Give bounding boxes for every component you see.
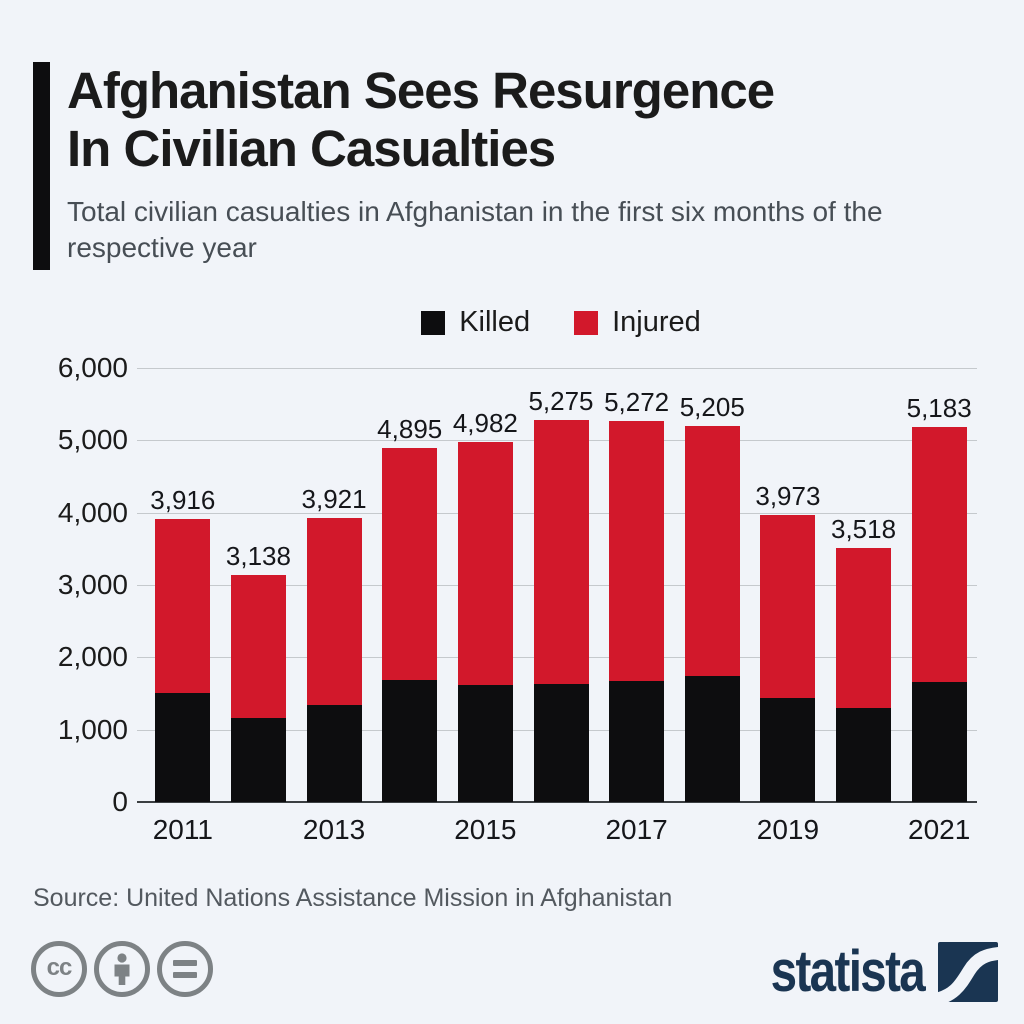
title-line-2: In Civilian Casualties: [67, 120, 556, 177]
legend-label-killed: Killed: [459, 306, 531, 338]
legend-item-injured: Injured: [574, 306, 701, 339]
header: Afghanistan Sees Resurgence In Civilian …: [33, 62, 997, 270]
bar-2012: [230, 575, 286, 802]
total-label-2015: 4,982: [452, 407, 518, 438]
total-label-2018: 5,205: [679, 391, 745, 422]
bar-2017: [609, 420, 665, 802]
y-tick-label-5000: 5,000: [57, 424, 128, 456]
chart-subtitle: Total civilian casualties in Afghanistan…: [67, 196, 883, 263]
page-title: Afghanistan Sees Resurgence In Civilian …: [67, 62, 997, 178]
total-label-2016: 5,275: [528, 386, 594, 417]
total-label-2011: 3,916: [150, 484, 216, 515]
injured-segment-2011: [155, 518, 211, 693]
total-label-2013: 3,921: [301, 484, 367, 515]
brand-wordmark: statista: [770, 939, 926, 1004]
injured-segment-2019: [760, 514, 816, 699]
y-tick-label-2000: 2,000: [57, 641, 128, 673]
x-axis-line: [137, 801, 977, 803]
killed-segment-2011: [155, 692, 211, 802]
injured-segment-2016: [533, 420, 589, 684]
total-label-2014: 4,895: [377, 413, 443, 444]
injured-segment-2017: [609, 420, 665, 681]
legend-label-injured: Injured: [612, 306, 701, 338]
attribution-person-glyph: [114, 953, 130, 985]
total-label-2020: 3,518: [830, 513, 897, 544]
cc-icon[interactable]: cc: [31, 941, 87, 997]
x-tick-label-2017: 2017: [605, 814, 668, 845]
brand-lockup[interactable]: statista: [737, 938, 998, 1005]
bar-2021: [911, 427, 967, 802]
injured-segment-2013: [306, 518, 362, 705]
source-line: Source: United Nations Assistance Missio…: [33, 884, 673, 912]
bar-2011: [155, 518, 211, 802]
title-line-1: Afghanistan Sees Resurgence: [67, 62, 775, 119]
y-tick-label-1000: 1,000: [57, 713, 128, 745]
injured-segment-2020: [836, 547, 892, 708]
killed-segment-2020: [836, 707, 892, 802]
legend-item-killed: Killed: [421, 306, 530, 339]
killed-segment-2015: [457, 685, 513, 802]
killed-segment-2016: [533, 683, 589, 802]
killed-segment-2012: [230, 718, 286, 802]
x-tick-label-2015: 2015: [454, 814, 517, 845]
x-tick-label-2021: 2021: [908, 814, 971, 845]
injured-segment-2021: [911, 427, 967, 682]
bar-2019: [760, 514, 816, 802]
bar-2015: [457, 441, 513, 802]
total-label-2021: 5,183: [906, 393, 972, 424]
bar-2013: [306, 518, 362, 802]
y-axis: 0 1,000 2,000 3,000 4,000 5,000 6,000: [0, 352, 128, 817]
injured-swatch: [574, 310, 599, 335]
killed-segment-2018: [684, 676, 740, 802]
y-tick-label-4000: 4,000: [57, 496, 128, 528]
equals-icon[interactable]: [157, 941, 213, 997]
total-label-2012: 3,138: [225, 541, 291, 572]
title-accent-bar: [33, 62, 50, 270]
gridline-6000: [137, 368, 977, 369]
bar-2020: [836, 547, 892, 802]
y-tick-label-6000: 6,000: [57, 352, 128, 383]
x-tick-label-2019: 2019: [756, 814, 820, 845]
killed-segment-2013: [306, 704, 362, 802]
x-tick-label-2011: 2011: [152, 814, 213, 845]
injured-segment-2015: [457, 441, 513, 686]
x-tick-label-2013: 2013: [302, 814, 366, 845]
injured-segment-2012: [230, 575, 286, 719]
total-label-2017: 5,272: [604, 386, 670, 417]
bar-2018: [684, 425, 740, 802]
killed-segment-2019: [760, 698, 816, 802]
stacked-bar-chart: 0 1,000 2,000 3,000 4,000 5,000 6,000 3,916 3,1…: [0, 352, 1024, 868]
equals-glyph: [173, 960, 197, 978]
y-tick-label-3000: 3,000: [57, 569, 128, 600]
killed-segment-2021: [911, 682, 967, 802]
attribution-icon[interactable]: [94, 941, 150, 997]
bar-2014: [382, 447, 438, 802]
injured-segment-2014: [382, 447, 438, 681]
cc-icon-glyph: cc: [46, 954, 73, 981]
y-tick-label-0: 0: [112, 786, 128, 817]
plot-area: 3,916 3,138 3,921 4,895 4,982 5,275 5,272 5,205…: [137, 368, 977, 803]
killed-segment-2014: [382, 680, 438, 802]
injured-segment-2018: [684, 425, 740, 676]
total-label-2019: 3,973: [755, 480, 821, 511]
killed-swatch: [421, 310, 446, 335]
statista-logo-icon: [938, 941, 998, 1002]
license-icons: cc: [31, 941, 213, 997]
killed-segment-2017: [609, 680, 665, 802]
bar-2016: [533, 420, 589, 802]
chart-legend: Killed Injured: [145, 306, 977, 339]
